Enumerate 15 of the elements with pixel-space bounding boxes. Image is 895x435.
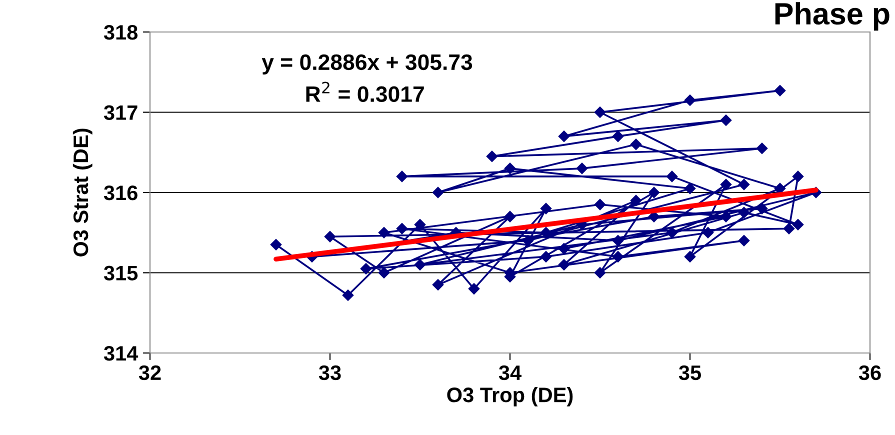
annotation: R$^{2}$ = 0.3017 xyxy=(306,82,424,102)
chart-title: Phase p xyxy=(775,2,890,31)
x-tick-label: 34 xyxy=(498,365,522,380)
y-axis-title: O3 Strat (DE) xyxy=(72,128,92,256)
x-tick-label: 33 xyxy=(318,365,341,380)
y-tick-label: 315 xyxy=(104,266,138,281)
y-tick-label: 318 xyxy=(104,25,138,40)
x-tick-label: 36 xyxy=(858,365,881,380)
x-tick-label: 35 xyxy=(678,365,702,380)
y-tick-label: 316 xyxy=(104,186,138,200)
y-tick-label: 314 xyxy=(104,346,138,361)
x-tick-label: 32 xyxy=(138,365,161,380)
annotation: y = 0.2886x + 305.73 xyxy=(262,54,472,74)
x-axis-title: O3 Trop (DE) xyxy=(447,387,573,406)
y-tick-label: 317 xyxy=(104,105,138,120)
